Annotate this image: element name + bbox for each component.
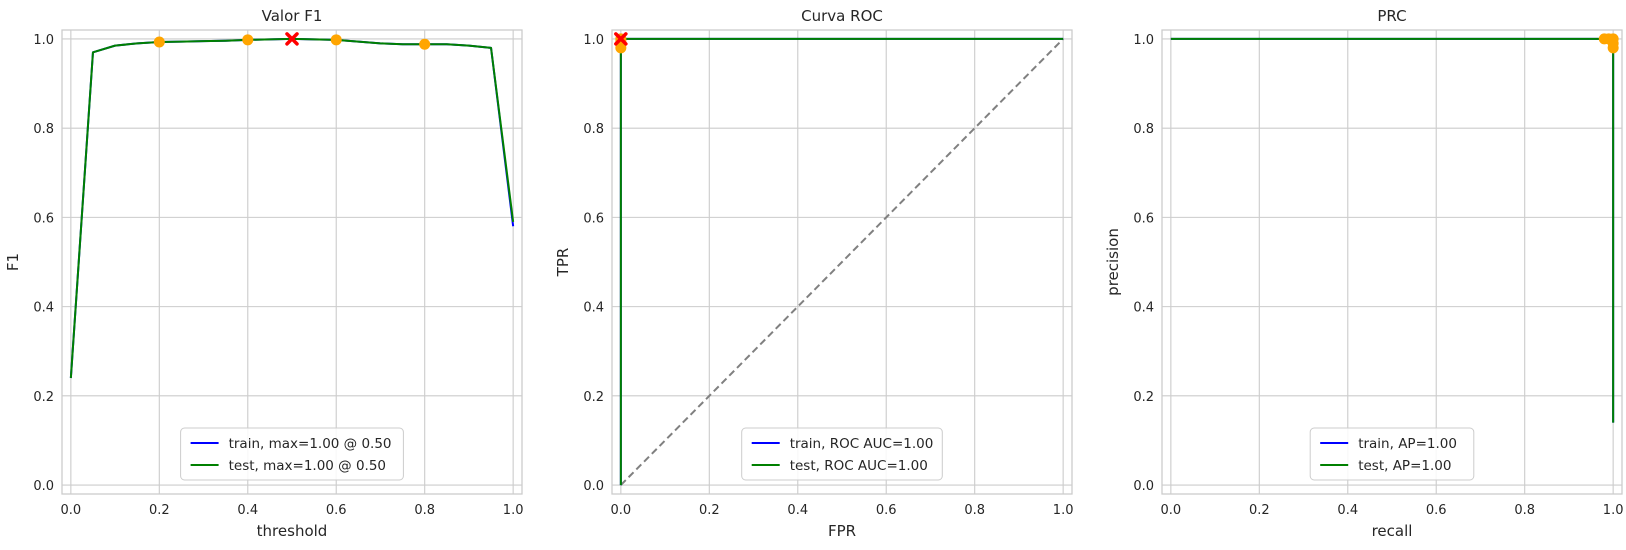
chart-panel-1: 0.0 0.2 0.4 0.6 0.8 1.0 0.0 0.2 0.4 0.6 0.8 1.0 Valo…: [4, 7, 523, 540]
y-tick-label: 0.6: [583, 211, 604, 226]
x-tick-label: 0.2: [149, 503, 170, 518]
legend-box: [180, 427, 404, 481]
legend-label-test: test, ROC AUC=1.00: [790, 458, 928, 474]
legend-label-train: train, ROC AUC=1.00: [790, 436, 934, 452]
x-axis-label: threshold: [257, 522, 328, 540]
x-axis-label: FPR: [828, 522, 856, 540]
chart-title: PRC: [1377, 7, 1406, 25]
x-tick-label: 0.6: [876, 503, 897, 518]
plot-frame: [61, 29, 523, 495]
x-tick-label: 1.0: [1053, 503, 1074, 518]
y-tick-label: 0.0: [1133, 479, 1154, 494]
y-tick-label: 0.4: [1133, 301, 1154, 316]
series-line-train: [69, 37, 515, 379]
best-threshold-marker: [614, 32, 628, 46]
series-line-train: [1170, 37, 1615, 423]
x-tick-label: 0.8: [964, 503, 985, 518]
x-tick-label: 0.0: [61, 503, 82, 518]
y-tick-label: 0.6: [33, 211, 54, 226]
y-tick-label: 0.0: [583, 479, 604, 494]
y-tick-label: 1.0: [33, 33, 54, 48]
series-line-test: [1170, 37, 1615, 423]
chart-title: Valor F1: [262, 7, 323, 25]
y-tick-label: 0.4: [33, 301, 54, 316]
threshold-marker: [242, 34, 254, 46]
legend-label-test: test, AP=1.00: [1358, 458, 1451, 474]
y-tick-label: 0.0: [33, 479, 54, 494]
legend-box: [741, 427, 943, 481]
threshold-marker: [1607, 33, 1619, 45]
x-tick-label: 1.0: [503, 503, 524, 518]
chance-diagonal-line: [620, 38, 1064, 486]
x-tick-label: 0.4: [787, 503, 808, 518]
legend-box: [1309, 427, 1475, 481]
y-tick-label: 1.0: [583, 33, 604, 48]
y-tick-label: 0.4: [583, 301, 604, 316]
legend: train, ROC AUC=1.00 test, ROC AUC=1.00: [741, 427, 943, 481]
y-axis-label: precision: [1104, 228, 1122, 296]
threshold-marker: [330, 34, 342, 46]
threshold-marker: [419, 38, 431, 50]
threshold-marker: [153, 36, 165, 48]
x-tick-label: 0.2: [699, 503, 720, 518]
y-tick-label: 1.0: [1133, 33, 1154, 48]
best-threshold-marker: [285, 32, 299, 46]
legend: train, AP=1.00 test, AP=1.00: [1309, 427, 1475, 481]
chart-panel-3: 0.0 0.2 0.4 0.6 0.8 1.0 0.0 0.2 0.4 0.6 0.8 1.0 PRC r…: [1104, 7, 1623, 540]
legend-label-train: train, AP=1.00: [1358, 436, 1457, 452]
legend-label-train: train, max=1.00 @ 0.50: [229, 436, 392, 452]
x-tick-label: 1.0: [1603, 503, 1624, 518]
threshold-marker: [1607, 42, 1619, 54]
x-axis-label: recall: [1372, 522, 1413, 540]
legend-label-test: test, max=1.00 @ 0.50: [229, 458, 386, 474]
x-tick-label: 0.8: [414, 503, 435, 518]
plot-frame: [1161, 29, 1623, 495]
chart-panel-2: 0.0 0.2 0.4 0.6 0.8 1.0 0.0 0.2 0.4 0.6 0.8 1.0 Curv…: [554, 7, 1073, 540]
y-tick-label: 0.6: [1133, 211, 1154, 226]
y-axis-label: F1: [4, 253, 22, 271]
y-tick-label: 0.8: [33, 122, 54, 137]
plot-frame: [611, 29, 1073, 495]
x-tick-label: 0.0: [1161, 503, 1182, 518]
x-tick-label: 0.6: [326, 503, 347, 518]
y-tick-label: 0.8: [1133, 122, 1154, 137]
chart-title: Curva ROC: [801, 7, 883, 25]
legend: train, max=1.00 @ 0.50 test, max=1.00 @ 0…: [180, 427, 404, 481]
y-tick-label: 0.8: [583, 122, 604, 137]
x-tick-label: 0.4: [1337, 503, 1358, 518]
series-line-test: [69, 37, 515, 379]
x-tick-label: 0.4: [237, 503, 258, 518]
y-tick-label: 0.2: [583, 390, 604, 405]
y-axis-label: TPR: [554, 248, 572, 278]
x-tick-label: 0.2: [1249, 503, 1270, 518]
x-tick-label: 0.8: [1514, 503, 1535, 518]
y-tick-label: 0.2: [33, 390, 54, 405]
y-tick-label: 0.2: [1133, 390, 1154, 405]
x-tick-label: 0.0: [611, 503, 632, 518]
x-tick-label: 0.6: [1426, 503, 1447, 518]
